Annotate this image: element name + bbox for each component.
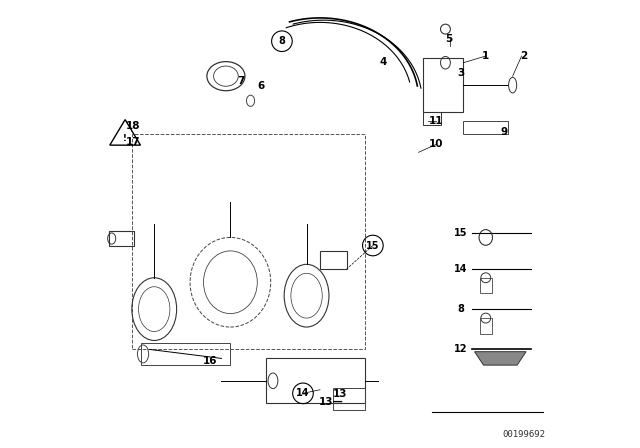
Text: 8: 8 <box>458 304 465 314</box>
Text: 1: 1 <box>482 51 490 61</box>
Text: 17: 17 <box>126 138 141 147</box>
Text: 5: 5 <box>445 34 452 44</box>
Text: 7: 7 <box>237 76 244 86</box>
Text: 11: 11 <box>428 116 443 126</box>
Polygon shape <box>475 352 526 365</box>
Text: 6: 6 <box>257 81 264 91</box>
Text: 12: 12 <box>454 345 468 354</box>
Text: 15: 15 <box>366 241 380 250</box>
Text: 13: 13 <box>332 389 347 399</box>
Text: 3: 3 <box>458 68 465 78</box>
Text: 8: 8 <box>278 36 285 46</box>
Text: 9: 9 <box>500 127 508 137</box>
Text: 14: 14 <box>296 388 310 398</box>
Text: 15: 15 <box>454 228 468 238</box>
Text: 2: 2 <box>520 51 527 61</box>
Text: 16: 16 <box>203 356 218 366</box>
Text: 00199692: 00199692 <box>502 430 545 439</box>
Text: !: ! <box>123 134 127 143</box>
Text: 18: 18 <box>126 121 140 131</box>
Text: 13—: 13— <box>319 397 344 407</box>
Text: 10: 10 <box>428 139 443 149</box>
Text: 4: 4 <box>379 57 387 67</box>
Text: 14: 14 <box>454 264 468 274</box>
